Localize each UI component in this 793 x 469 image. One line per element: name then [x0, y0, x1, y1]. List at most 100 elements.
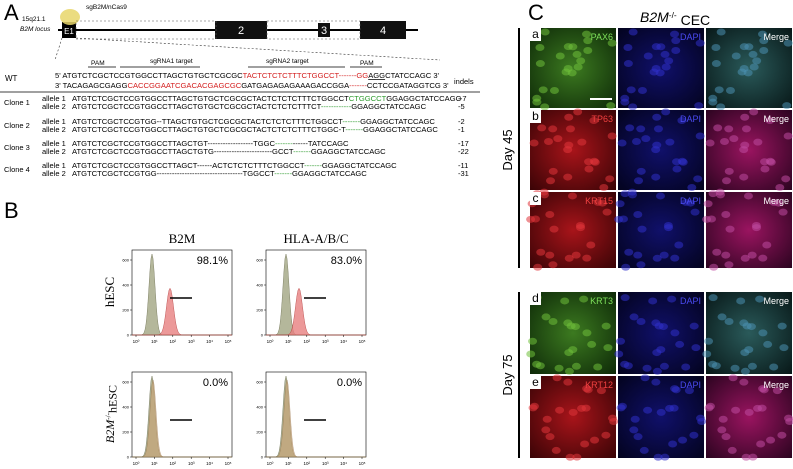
cell	[555, 52, 565, 60]
merge-label: Merge	[763, 196, 789, 206]
cell	[652, 113, 662, 121]
cell	[564, 141, 574, 149]
cell	[763, 340, 773, 348]
panel-letter: b	[532, 109, 539, 123]
cell	[659, 251, 669, 259]
sequence-part: CACCGGAATCGACACGAGCGC	[127, 81, 241, 90]
cell	[587, 340, 597, 348]
cell	[565, 125, 575, 133]
cell	[540, 103, 550, 111]
cell	[607, 132, 617, 140]
cell	[712, 248, 722, 256]
cell	[661, 108, 671, 116]
sequence-part: -------	[304, 161, 322, 170]
x-tick-label: 10²	[170, 461, 177, 466]
cell	[781, 175, 791, 183]
panel-label: C	[528, 0, 544, 25]
cell	[702, 350, 712, 358]
y-tick-label: 400	[256, 283, 263, 288]
percentage: 0.0%	[337, 377, 362, 389]
cell	[568, 346, 578, 354]
x-tick-label: 10⁰	[133, 461, 140, 466]
x-tick-label: 10⁴	[340, 461, 347, 466]
allele-label: allele 1	[42, 117, 66, 126]
guide-label: sgB2M/nCas9	[86, 4, 127, 11]
cell	[582, 30, 592, 38]
cell	[752, 57, 762, 65]
cell	[769, 198, 779, 206]
cell	[670, 30, 680, 38]
row-label: B2M-/-hESC	[103, 385, 119, 443]
x-tick-label: 10³	[322, 339, 329, 344]
x-tick-label: 10¹	[285, 461, 292, 466]
y-tick-label: 0	[127, 333, 130, 338]
allele-label: allele 1	[42, 94, 66, 103]
cell	[563, 319, 573, 327]
cell	[731, 52, 741, 60]
cell	[535, 44, 545, 52]
day-label: Day 75	[500, 354, 515, 395]
cell	[636, 317, 646, 325]
cell	[636, 125, 646, 133]
cell	[656, 346, 666, 354]
cell	[583, 46, 593, 54]
x-tick-label: 10³	[188, 461, 195, 466]
cell	[614, 350, 624, 358]
cell	[586, 241, 596, 249]
cell	[596, 387, 606, 395]
micrograph	[530, 28, 617, 111]
cell	[661, 63, 671, 71]
cell	[620, 294, 630, 302]
sequence-part: GGAGGCTATCCAGC	[292, 169, 367, 178]
sequence-part: GG	[356, 71, 368, 80]
allele-label: allele 2	[42, 147, 66, 156]
cell	[691, 344, 701, 352]
wt-label: WT	[5, 74, 18, 83]
cell	[652, 141, 662, 149]
panel-label: B	[4, 198, 19, 223]
cell	[724, 167, 734, 175]
sequence-part: ------------	[321, 102, 352, 111]
histogram-plot: 83.0% 0 200 400 600 10⁰ 10¹ 10² 10³ 10⁴ 10⁵	[256, 249, 367, 344]
cell	[539, 188, 549, 196]
cell	[681, 198, 691, 206]
cell	[653, 453, 663, 461]
cell	[711, 362, 721, 370]
cell	[704, 404, 714, 412]
panel-letter: e	[532, 375, 539, 389]
cell	[624, 248, 634, 256]
x-tick-label: 10²	[304, 461, 311, 466]
cell	[584, 165, 594, 173]
cell	[627, 188, 637, 196]
cell	[739, 43, 749, 51]
cell	[671, 46, 681, 54]
cell	[532, 98, 542, 106]
image-panel	[618, 292, 704, 374]
cell	[753, 404, 763, 412]
cell	[640, 374, 650, 382]
letter-box	[530, 110, 541, 123]
cell	[758, 254, 768, 262]
cell	[628, 28, 638, 36]
y-tick-label: 200	[256, 430, 263, 435]
micrograph	[704, 374, 793, 461]
cell	[748, 50, 758, 58]
micrograph	[526, 292, 616, 375]
indel-value: -1	[458, 125, 465, 134]
pam-label: PAM	[91, 60, 105, 67]
cell	[625, 124, 635, 132]
cell	[744, 346, 754, 354]
cell	[677, 157, 687, 165]
cell	[695, 39, 705, 47]
cell	[634, 177, 644, 185]
cell	[740, 113, 750, 121]
x-tick-label: 10⁰	[267, 339, 274, 344]
cell	[564, 367, 574, 375]
cell	[601, 322, 611, 330]
x-tick-label: 10⁰	[133, 339, 140, 344]
stained-histogram	[266, 287, 366, 336]
cell	[545, 433, 555, 441]
histogram-plot: 0.0% 0 200 400 600 10⁰ 10¹ 10² 10³ 10⁴ 10⁵	[122, 371, 233, 466]
y-tick-label: 200	[256, 308, 263, 313]
cell	[561, 68, 571, 76]
